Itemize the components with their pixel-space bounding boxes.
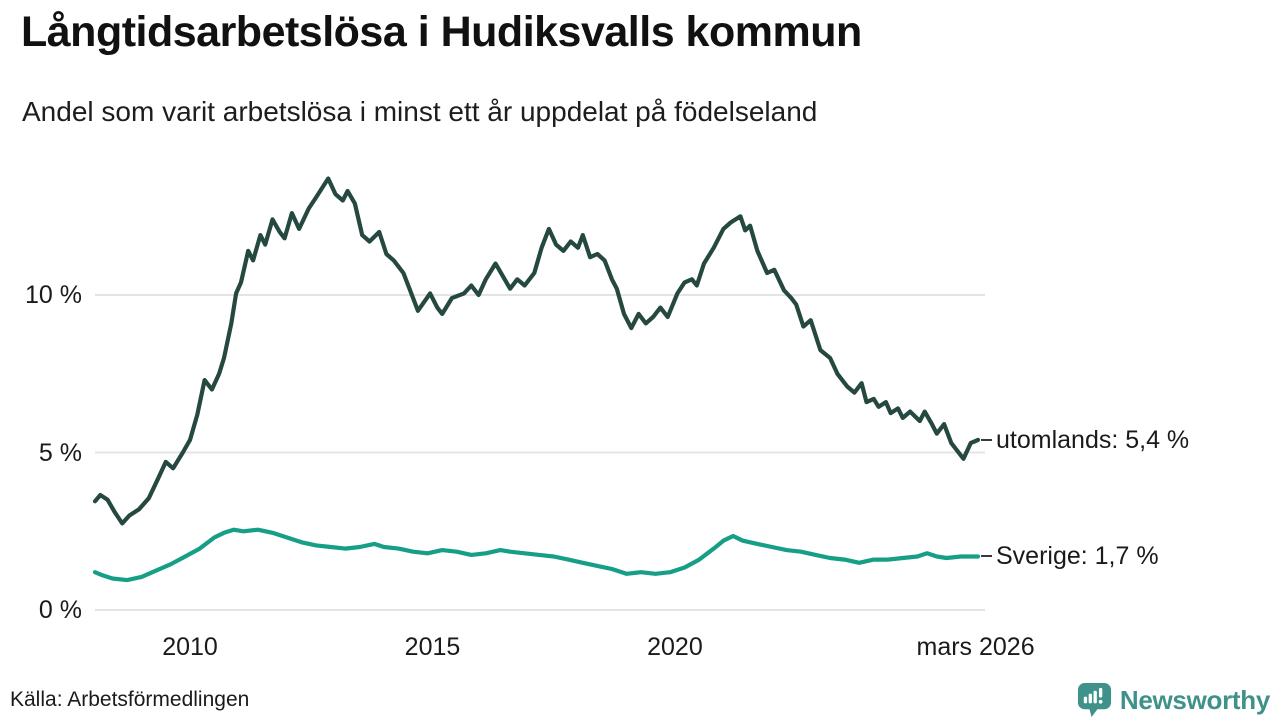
x-tick-label: 2010: [162, 633, 218, 661]
end-label-text: utomlands: 5,4 %: [996, 425, 1190, 454]
y-tick-label: 10 %: [25, 281, 82, 309]
x-tick-label: 2015: [404, 633, 461, 661]
end-label-utomlands: utomlands: 5,4 %: [981, 424, 1189, 456]
annotation-tick: [981, 555, 992, 558]
end-label-text: Sverige: 1,7 %: [996, 542, 1159, 571]
chart-subtitle: Andel som varit arbetslösa i minst ett å…: [22, 96, 818, 127]
newsworthy-bubble-chart-icon: [1077, 682, 1111, 718]
newsworthy-logo: Newsworthy: [1076, 682, 1270, 719]
annotation-tick: [981, 438, 992, 441]
x-tick-label: mars 2026: [916, 633, 1035, 661]
source-note: Källa: Arbetsförmedlingen: [10, 688, 250, 711]
series-line-utomlands: [92, 176, 981, 526]
chart-title: Långtidsarbetslösa i Hudiksvalls kommun: [21, 8, 862, 56]
end-label-Sverige: Sverige: 1,7 %: [981, 540, 1159, 572]
y-tick-label: 0 %: [38, 596, 82, 624]
newsworthy-wordmark: Newsworthy: [1119, 685, 1270, 715]
y-tick-label: 5 %: [38, 438, 82, 467]
series-line-Sverige: [92, 527, 981, 583]
x-tick-label: 2020: [647, 633, 703, 661]
